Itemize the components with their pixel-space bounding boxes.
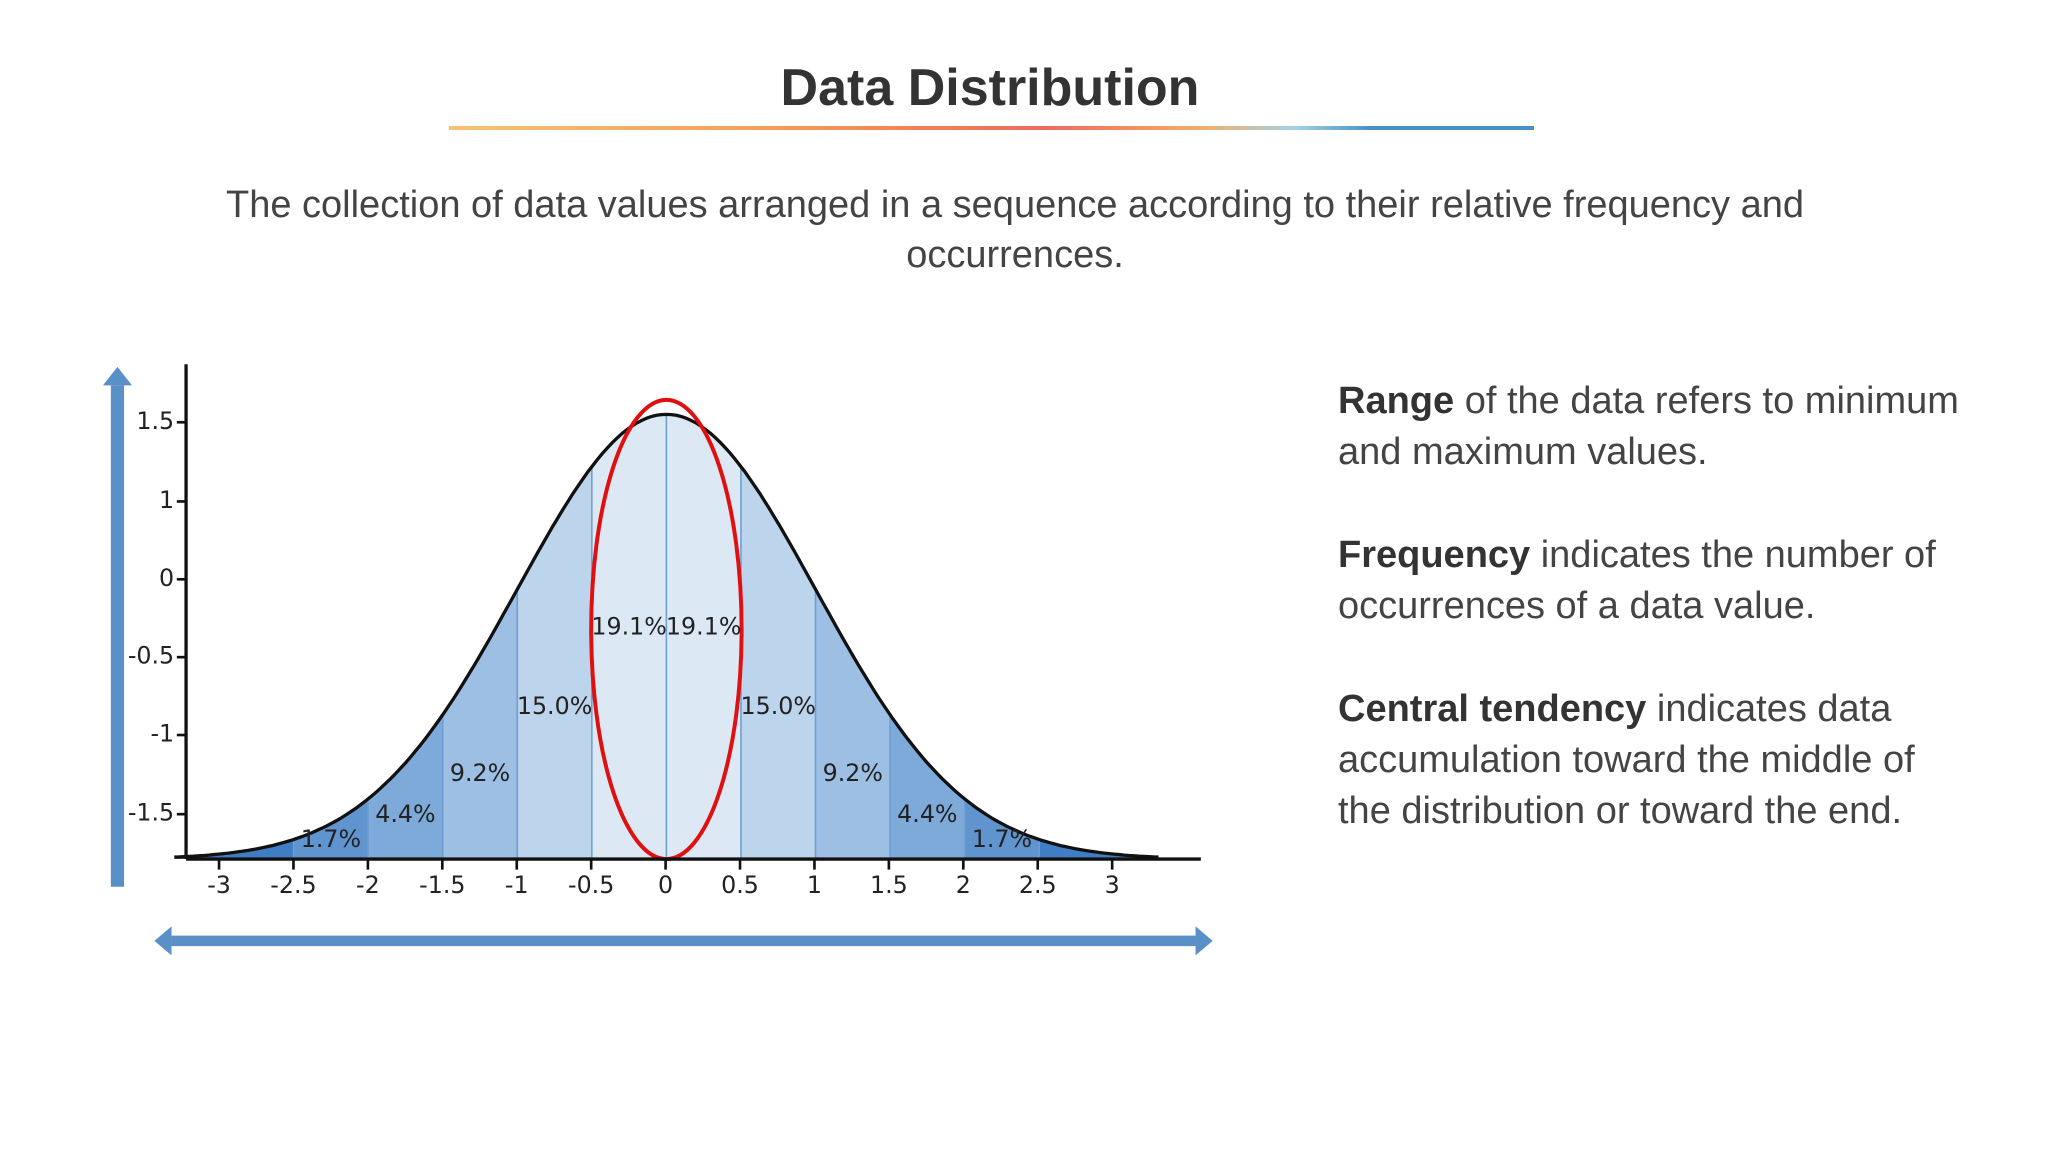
segment-area xyxy=(740,466,816,860)
x-tick-label: 1 xyxy=(807,871,822,899)
x-tick-label: 0 xyxy=(658,871,673,899)
y-tick-label: -1.5 xyxy=(128,799,174,827)
x-tick-label: -0.5 xyxy=(568,871,614,899)
points: Range of the data refers to minimum and … xyxy=(1338,376,1968,889)
segment-label: 4.4% xyxy=(897,800,957,828)
point-text: indicates the number of occurrences of a… xyxy=(1338,534,1936,627)
segment-area xyxy=(815,589,891,860)
title: Data Distribution xyxy=(780,59,1200,117)
x-tick-label: 1.5 xyxy=(870,871,908,899)
right-arrowhead xyxy=(1195,926,1213,956)
segments xyxy=(174,414,1159,860)
segment-label: 15.0% xyxy=(517,692,592,720)
point-text: of the data refers to minimum and maximu… xyxy=(1338,380,1959,473)
x-tick-label: 2.5 xyxy=(1019,871,1057,899)
segment-label: 4.4% xyxy=(375,800,435,828)
vertical-arrowhead xyxy=(102,366,132,386)
labels: 1.7% 4.4% 9.2% 15.0% 19.1% 19.1% 15.0% 9.2% 4.4%… xyxy=(128,407,1120,899)
segment-label: 9.2% xyxy=(450,759,510,787)
point: Range of the data refers to minimum and … xyxy=(1338,376,1968,478)
segment-area xyxy=(591,414,667,860)
term: Range xyxy=(1338,380,1455,422)
segment-label: 15.0% xyxy=(741,692,816,720)
description: The collection of data values arranged i… xyxy=(226,184,1804,276)
segment-area xyxy=(442,589,518,860)
x-tick-label: 3 xyxy=(1105,871,1120,899)
bell-curve xyxy=(174,412,1159,859)
y-tick-label: 0 xyxy=(159,564,174,592)
segment-label: 9.2% xyxy=(823,759,883,787)
point: Central tendency indicates data accumula… xyxy=(1338,684,1968,837)
segment-label: 1.7% xyxy=(301,825,361,853)
point: Frequency indicates the number of occurr… xyxy=(1338,530,1968,632)
segment-label: 1.7% xyxy=(972,825,1032,853)
term: Central tendency xyxy=(1338,688,1647,730)
y-tick-label: 1.5 xyxy=(136,407,174,435)
left-arrowhead xyxy=(154,926,172,956)
x-tick-label: -2.5 xyxy=(270,871,316,899)
segment-area xyxy=(1039,839,1159,860)
x-tick-label: -3 xyxy=(207,871,231,899)
x-tick-label: 2 xyxy=(956,871,971,899)
x-tick-label: -2 xyxy=(356,871,380,899)
segment-area xyxy=(890,714,965,860)
x-tick-label: -1.5 xyxy=(419,871,465,899)
segment-area xyxy=(174,839,294,860)
segment-area xyxy=(368,714,443,860)
y-tick-label: 1 xyxy=(159,486,174,514)
title-underline xyxy=(449,126,1534,130)
segment-label: 19.1% xyxy=(666,613,741,641)
segment-label: 19.1% xyxy=(591,613,666,641)
segment-area xyxy=(517,466,592,860)
term: Frequency xyxy=(1338,534,1531,576)
segment-area xyxy=(666,414,741,860)
point-text: indicates data accumulation toward the m… xyxy=(1338,688,1915,832)
y-tick-label: -1 xyxy=(150,720,174,748)
y-tick-label: -0.5 xyxy=(128,642,174,670)
x-tick-label: 0.5 xyxy=(721,871,759,899)
x-tick-label: -1 xyxy=(505,871,529,899)
